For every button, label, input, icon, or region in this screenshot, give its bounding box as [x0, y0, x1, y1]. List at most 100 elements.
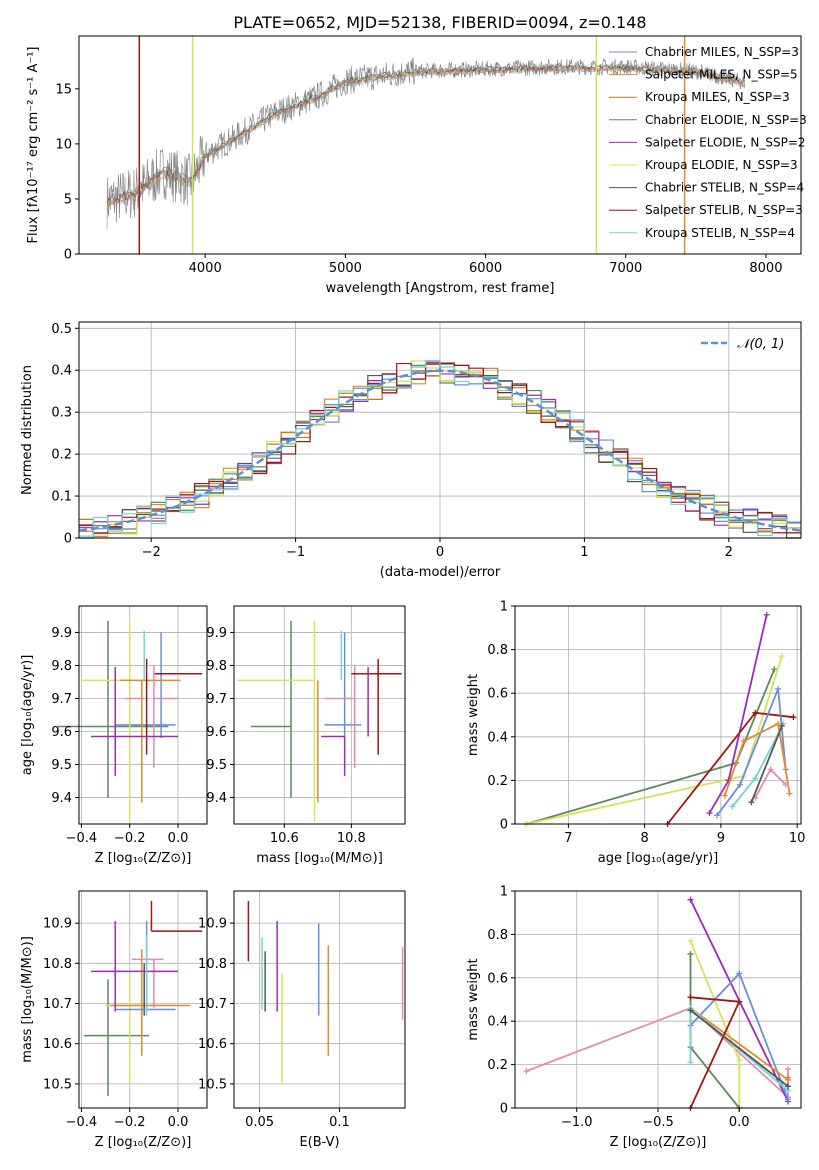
y-tick-label: 10.8	[198, 957, 227, 972]
x-tick-label: 0	[436, 545, 444, 560]
y-tick-label: 0.6	[487, 971, 508, 986]
residual-histogram-step	[79, 359, 801, 537]
axes-frame	[233, 605, 406, 825]
y-axis-label: mass weight	[466, 674, 481, 756]
y-tick-label: 9.5	[206, 758, 227, 773]
y-axis-label: age [log₁₀(age/yr)]	[20, 655, 35, 776]
x-tick-label: 0.0	[168, 1115, 189, 1130]
x-tick-label: −0.4	[66, 831, 98, 846]
plot-area	[78, 359, 802, 539]
x-tick-label: 10	[789, 831, 806, 846]
weight-series-line	[750, 725, 783, 803]
weight-point-marker	[687, 896, 694, 903]
y-tick-label: 0.6	[487, 687, 508, 702]
panel-mass-age: 10.6 10.8 9.4 9.5 9.6 9.7 9.8 9.9 mass [log₁₀(M/…	[206, 605, 406, 866]
weight-series-line	[689, 940, 741, 1108]
weight-series-line	[689, 1009, 789, 1088]
panel-age-weight: 7 8 9 10 0 0.2 0.4 0.6 0.8 1 age [log₁₀(age/yr)] ma…	[466, 600, 805, 867]
legend-label: Salpeter MILES, N_SSP=5	[645, 68, 798, 82]
plot-area	[523, 896, 791, 1111]
x-tick-label: 10.8	[337, 831, 366, 846]
model-spectrum-line	[106, 63, 745, 203]
axes-frame	[233, 890, 406, 1109]
weight-point-marker	[790, 714, 797, 721]
y-tick-label: 9.9	[206, 626, 227, 641]
x-axis-label: Z [log₁₀(Z/Z⊙)]	[95, 851, 192, 866]
plot-area	[83, 901, 203, 1096]
y-tick-label: 0.5	[51, 322, 72, 337]
y-tick-label: 9.7	[206, 692, 227, 707]
legend-label: Kroupa ELODIE, N_SSP=3	[645, 158, 798, 172]
y-tick-label: 10.6	[43, 1037, 72, 1052]
legend-label: Kroupa STELIB, N_SSP=4	[645, 226, 795, 240]
weight-point-marker	[767, 766, 774, 773]
y-tick-label: 0.4	[487, 1015, 508, 1030]
y-tick-label: 0.2	[487, 1058, 508, 1073]
legend-label: 𝒩(0, 1)	[737, 337, 784, 352]
x-tick-label: 0.05	[245, 1115, 274, 1130]
weight-point-marker	[523, 1068, 530, 1075]
weight-point-marker	[786, 790, 793, 797]
y-tick-label: 9.7	[51, 692, 72, 707]
y-tick-label: 9.6	[51, 725, 72, 740]
legend-label: Chabrier MILES, N_SSP=3	[645, 45, 799, 59]
y-tick-label: 15	[55, 82, 72, 97]
y-tick-label: 10.7	[198, 997, 227, 1012]
weight-point-marker	[771, 666, 778, 673]
y-tick-label: 10.9	[198, 917, 227, 932]
weight-point-marker	[752, 775, 759, 782]
weight-point-marker	[775, 720, 782, 727]
y-tick-label: 0	[500, 1102, 508, 1117]
plot-area	[106, 36, 746, 254]
y-tick-label: 10.8	[43, 957, 72, 972]
figure-title: PLATE=0652, MJD=52138, FIBERID=0094, z=0…	[233, 13, 646, 32]
x-tick-label: 1	[580, 545, 588, 560]
x-tick-label: 0.0	[729, 1115, 750, 1130]
y-tick-label: 10.9	[43, 917, 72, 932]
axes-frame	[78, 605, 208, 825]
x-axis-label: E(B-V)	[299, 1135, 339, 1150]
y-tick-label: 5	[64, 192, 72, 207]
weight-point-marker	[736, 970, 743, 977]
x-axis-label: (data-model)/error	[380, 565, 501, 580]
gaussian-reference-curve	[78, 369, 802, 532]
weight-point-marker	[687, 1007, 694, 1014]
legend-label: Salpeter STELIB, N_SSP=3	[645, 203, 803, 217]
y-tick-label: 1	[500, 600, 508, 615]
y-tick-label: 0.2	[487, 774, 508, 789]
x-axis-label: Z [log₁₀(Z/Z⊙)]	[610, 1135, 707, 1150]
y-tick-label: 0	[64, 532, 72, 547]
weight-point-marker	[785, 1083, 791, 1090]
x-tick-label: 7	[564, 831, 572, 846]
y-tick-label: 9.5	[51, 758, 72, 773]
weight-point-marker	[687, 994, 694, 1001]
y-tick-label: 10.5	[198, 1077, 227, 1092]
plot-area	[57, 620, 203, 823]
x-tick-label: 0.1	[329, 1115, 350, 1130]
x-tick-label: 8000	[749, 261, 782, 276]
x-tick-label: 10.6	[270, 831, 299, 846]
weight-point-marker	[785, 1065, 791, 1072]
weight-point-marker	[687, 950, 694, 957]
weight-point-marker	[782, 781, 789, 788]
plot-area	[237, 620, 402, 823]
y-tick-label: 10.5	[43, 1077, 72, 1092]
weight-point-marker	[736, 998, 743, 1005]
y-tick-label: 0.1	[51, 490, 72, 505]
weight-point-marker	[778, 722, 785, 729]
weight-point-marker	[763, 611, 770, 618]
weight-point-marker	[775, 685, 782, 692]
weight-point-marker	[729, 803, 736, 810]
x-axis-label: Z [log₁₀(Z/Z⊙)]	[95, 1135, 192, 1150]
y-tick-label: 9.8	[51, 659, 72, 674]
weight-point-marker	[778, 653, 785, 660]
weight-series-line	[716, 688, 787, 816]
axes-frame	[78, 890, 208, 1109]
plot-area	[523, 611, 797, 827]
weight-point-marker	[752, 709, 759, 716]
axes-frame	[514, 890, 802, 1109]
y-tick-label: 0.4	[51, 364, 72, 379]
panel-Z-age: −0.4 −0.2 0.0 9.4 9.5 9.6 9.7 9.8 9.9 Z [log₁₀(Z/…	[20, 605, 208, 866]
y-axis-label: mass weight	[466, 958, 481, 1040]
